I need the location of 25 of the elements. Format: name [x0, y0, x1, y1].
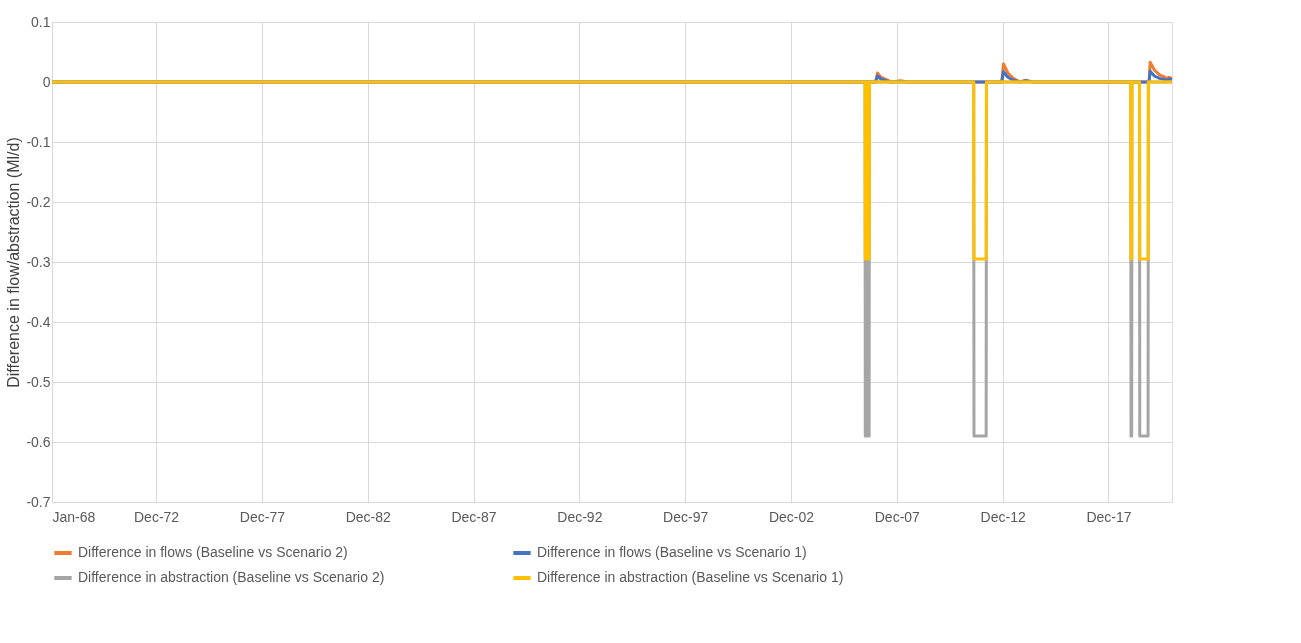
x-tick-label: Dec-12 — [980, 508, 1026, 525]
legend-label: Difference in flows (Baseline vs Scenario 2) — [78, 544, 348, 560]
y-tick-label: 0 — [42, 73, 51, 90]
x-tick-label: Dec-17 — [1086, 508, 1132, 525]
x-tick-label: Dec-82 — [345, 508, 391, 525]
y-tick-label: -0.4 — [26, 313, 51, 330]
legend-label: Difference in abstraction (Baseline vs Scenario 2) — [78, 569, 385, 585]
x-tick-label: Dec-72 — [134, 508, 180, 525]
x-tick-label: Dec-07 — [874, 508, 921, 525]
x-tick-label: Jan-68 — [52, 508, 96, 525]
y-tick-label: -0.3 — [26, 253, 51, 270]
y-tick-label: 0.1 — [31, 13, 51, 30]
y-tick-label: -0.6 — [26, 433, 51, 450]
y-tick-label: -0.5 — [26, 373, 51, 390]
y-axis-title: Difference in flow/abstraction (Ml/d) — [5, 137, 23, 388]
legend-label: Difference in abstraction (Baseline vs Scenario 1) — [537, 569, 844, 585]
y-tick-label: -0.7 — [26, 493, 51, 510]
y-tick-label: -0.1 — [26, 133, 51, 150]
y-tick-label: -0.2 — [26, 193, 51, 210]
x-tick-label: Dec-97 — [663, 508, 709, 525]
x-tick-label: Dec-92 — [557, 508, 603, 525]
legend-label: Difference in flows (Baseline vs Scenario 1) — [537, 544, 807, 560]
x-tick-label: Dec-77 — [239, 508, 286, 525]
x-tick-label: Dec-02 — [768, 508, 815, 525]
x-tick-label: Dec-87 — [451, 508, 497, 525]
